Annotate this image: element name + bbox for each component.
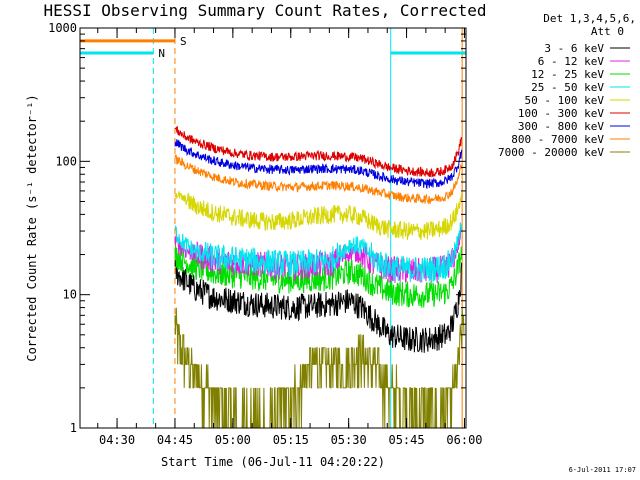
series-line-2 <box>174 244 463 308</box>
legend-label-8: 7000 - 20000 keV <box>498 146 604 159</box>
flag-label-1: N <box>158 47 165 60</box>
x-axis-label: Start Time (06-Jul-11 04:20:22) <box>161 455 385 469</box>
legend-label-0: 3 - 6 keV <box>544 42 604 55</box>
series-line-4 <box>174 190 463 240</box>
series-line-3 <box>174 221 463 283</box>
legend-label-6: 300 - 800 keV <box>518 120 604 133</box>
timestamp: 6-Jul-2011 17:07 <box>569 466 636 474</box>
plot-content: SN <box>79 28 467 429</box>
x-tick-label-5: 05:45 <box>388 433 424 447</box>
legend-label-4: 50 - 100 keV <box>525 94 605 107</box>
legend-header-line1: Det 1,3,4,5,6, <box>543 12 636 25</box>
y-tick-label-3: 1000 <box>48 21 77 35</box>
legend-label-2: 12 - 25 keV <box>531 68 604 81</box>
x-tick-label-3: 05:15 <box>273 433 309 447</box>
x-tick-label-0: 04:30 <box>99 433 135 447</box>
x-tick-label-1: 04:45 <box>157 433 193 447</box>
chart-title: HESSI Observing Summary Count Rates, Cor… <box>43 1 486 20</box>
series-line-0 <box>174 259 463 353</box>
plot-frame <box>79 27 467 429</box>
y-tick-label-2: 100 <box>55 154 77 168</box>
series-line-8 <box>174 307 465 429</box>
legend-label-5: 100 - 300 keV <box>518 107 604 120</box>
x-tick-label-2: 05:00 <box>215 433 251 447</box>
axes: 1 10 100 1000 04:30 04:45 05:00 05:15 05:30 05:45… <box>48 21 482 447</box>
y-tick-label-1: 10 <box>63 288 77 302</box>
legend-label-3: 25 - 50 keV <box>531 81 604 94</box>
legend-label-1: 6 - 12 keV <box>538 55 605 68</box>
series-line-5 <box>174 126 463 178</box>
flag-label-0: S <box>180 35 187 48</box>
legend-label-7: 800 - 7000 keV <box>511 133 604 146</box>
series-line-7 <box>174 154 463 205</box>
legend-header-line2: Att 0 <box>591 25 624 38</box>
y-tick-label-0: 1 <box>70 421 77 435</box>
x-tick-label-4: 05:30 <box>331 433 367 447</box>
x-tick-label-6: 06:00 <box>446 433 482 447</box>
series-line-6 <box>174 139 463 189</box>
y-axis-label: Corrected Count Rate (s⁻¹ detector⁻¹) <box>25 94 39 361</box>
